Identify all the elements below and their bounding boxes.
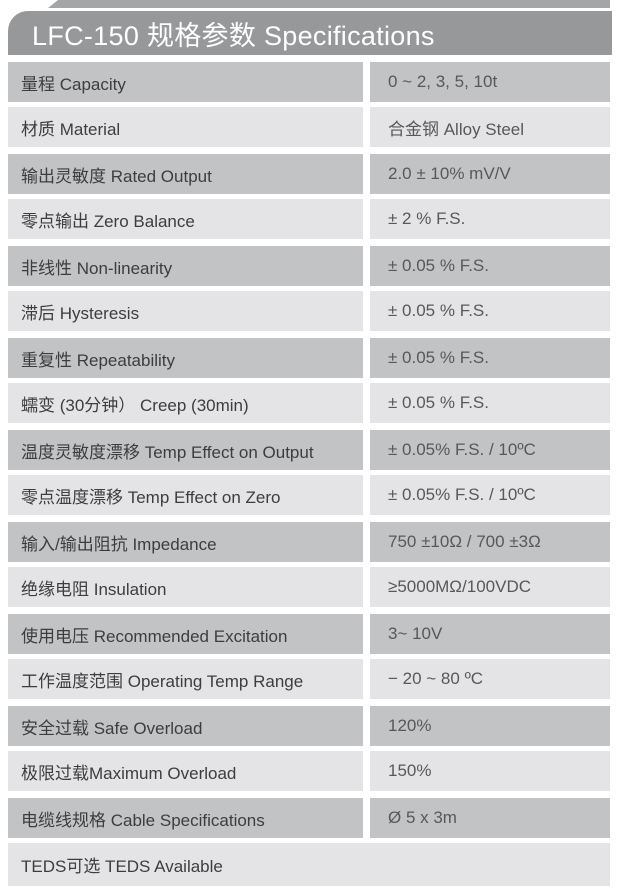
table-row: 量程 Capacity 0 ~ 2, 3, 5, 10t (8, 62, 610, 102)
table-row: 滞后 Hysteresis ± 0.05 % F.S. (8, 291, 610, 331)
table-row: 安全过载 Safe Overload 120% (8, 706, 610, 746)
table-row: 绝缘电阻 Insulation ≥5000MΩ/100VDC (8, 567, 610, 607)
spec-label: 极限过载Maximum Overload (8, 751, 363, 791)
spec-value: ± 2 % F.S. (370, 199, 610, 239)
spec-label: TEDS可选 TEDS Available (8, 843, 610, 886)
spec-label: 重复性 Repeatability (8, 338, 363, 378)
spec-value: 150% (370, 751, 610, 791)
spec-value: 2.0 ± 10% mV/V (370, 154, 610, 194)
specifications-table: 量程 Capacity 0 ~ 2, 3, 5, 10t 材质 Material 合金… (8, 62, 610, 886)
spec-label: 滞后 Hysteresis (8, 291, 363, 331)
spec-label: 零点温度漂移 Temp Effect on Zero (8, 475, 363, 515)
spec-label: 零点输出 Zero Balance (8, 199, 363, 239)
table-row: 零点温度漂移 Temp Effect on Zero ± 0.05% F.S. /… (8, 475, 610, 515)
page-title: LFC-150 规格参数 Specifications (32, 20, 435, 51)
table-row: 蠕变 (30分钟） Creep (30min) ± 0.05 % F.S. (8, 383, 610, 423)
spec-value: ± 0.05% F.S. / 10ºC (370, 475, 610, 515)
spec-label: 电缆线规格 Cable Specifications (8, 798, 363, 838)
table-row: TEDS可选 TEDS Available (8, 843, 610, 886)
table-row: 非线性 Non-linearity ± 0.05 % F.S. (8, 246, 610, 286)
spec-header-bar: LFC-150 规格参数 Specifications (8, 11, 612, 55)
spec-label: 输出灵敏度 Rated Output (8, 154, 363, 194)
spec-label: 安全过载 Safe Overload (8, 706, 363, 746)
table-row: 极限过载Maximum Overload 150% (8, 751, 610, 791)
spec-label: 材质 Material (8, 107, 363, 147)
spec-label: 输入/输出阻抗 Impedance (8, 522, 363, 562)
table-row: 温度灵敏度漂移 Temp Effect on Output ± 0.05% F.S… (8, 430, 610, 470)
spec-label: 量程 Capacity (8, 62, 363, 102)
table-row: 输出灵敏度 Rated Output 2.0 ± 10% mV/V (8, 154, 610, 194)
spec-value: ± 0.05% F.S. / 10ºC (370, 430, 610, 470)
spec-value: 0 ~ 2, 3, 5, 10t (370, 62, 610, 102)
spec-value: ≥5000MΩ/100VDC (370, 567, 610, 607)
spec-value: ± 0.05 % F.S. (370, 338, 610, 378)
spec-label: 蠕变 (30分钟） Creep (30min) (8, 383, 363, 423)
spec-value: 120% (370, 706, 610, 746)
table-row: 使用电压 Recommended Excitation 3~ 10V (8, 614, 610, 654)
table-row: 零点输出 Zero Balance ± 2 % F.S. (8, 199, 610, 239)
spec-value: − 20 ~ 80 ºC (370, 659, 610, 699)
spec-value: 750 ±10Ω / 700 ±3Ω (370, 522, 610, 562)
spec-label: 使用电压 Recommended Excitation (8, 614, 363, 654)
top-edge-strip (48, 0, 610, 8)
spec-value: 3~ 10V (370, 614, 610, 654)
table-row: 工作温度范围 Operating Temp Range − 20 ~ 80 ºC (8, 659, 610, 699)
table-row: 重复性 Repeatability ± 0.05 % F.S. (8, 338, 610, 378)
spec-label: 非线性 Non-linearity (8, 246, 363, 286)
spec-value: 合金钢 Alloy Steel (370, 107, 610, 147)
spec-label: 工作温度范围 Operating Temp Range (8, 659, 363, 699)
spec-value: ± 0.05 % F.S. (370, 383, 610, 423)
spec-label: 绝缘电阻 Insulation (8, 567, 363, 607)
spec-value: ± 0.05 % F.S. (370, 291, 610, 331)
spec-value: ± 0.05 % F.S. (370, 246, 610, 286)
spec-label: 温度灵敏度漂移 Temp Effect on Output (8, 430, 363, 470)
table-row: 输入/输出阻抗 Impedance 750 ±10Ω / 700 ±3Ω (8, 522, 610, 562)
table-row: 材质 Material 合金钢 Alloy Steel (8, 107, 610, 147)
table-row: 电缆线规格 Cable Specifications Ø 5 x 3m (8, 798, 610, 838)
spec-value: Ø 5 x 3m (370, 798, 610, 838)
